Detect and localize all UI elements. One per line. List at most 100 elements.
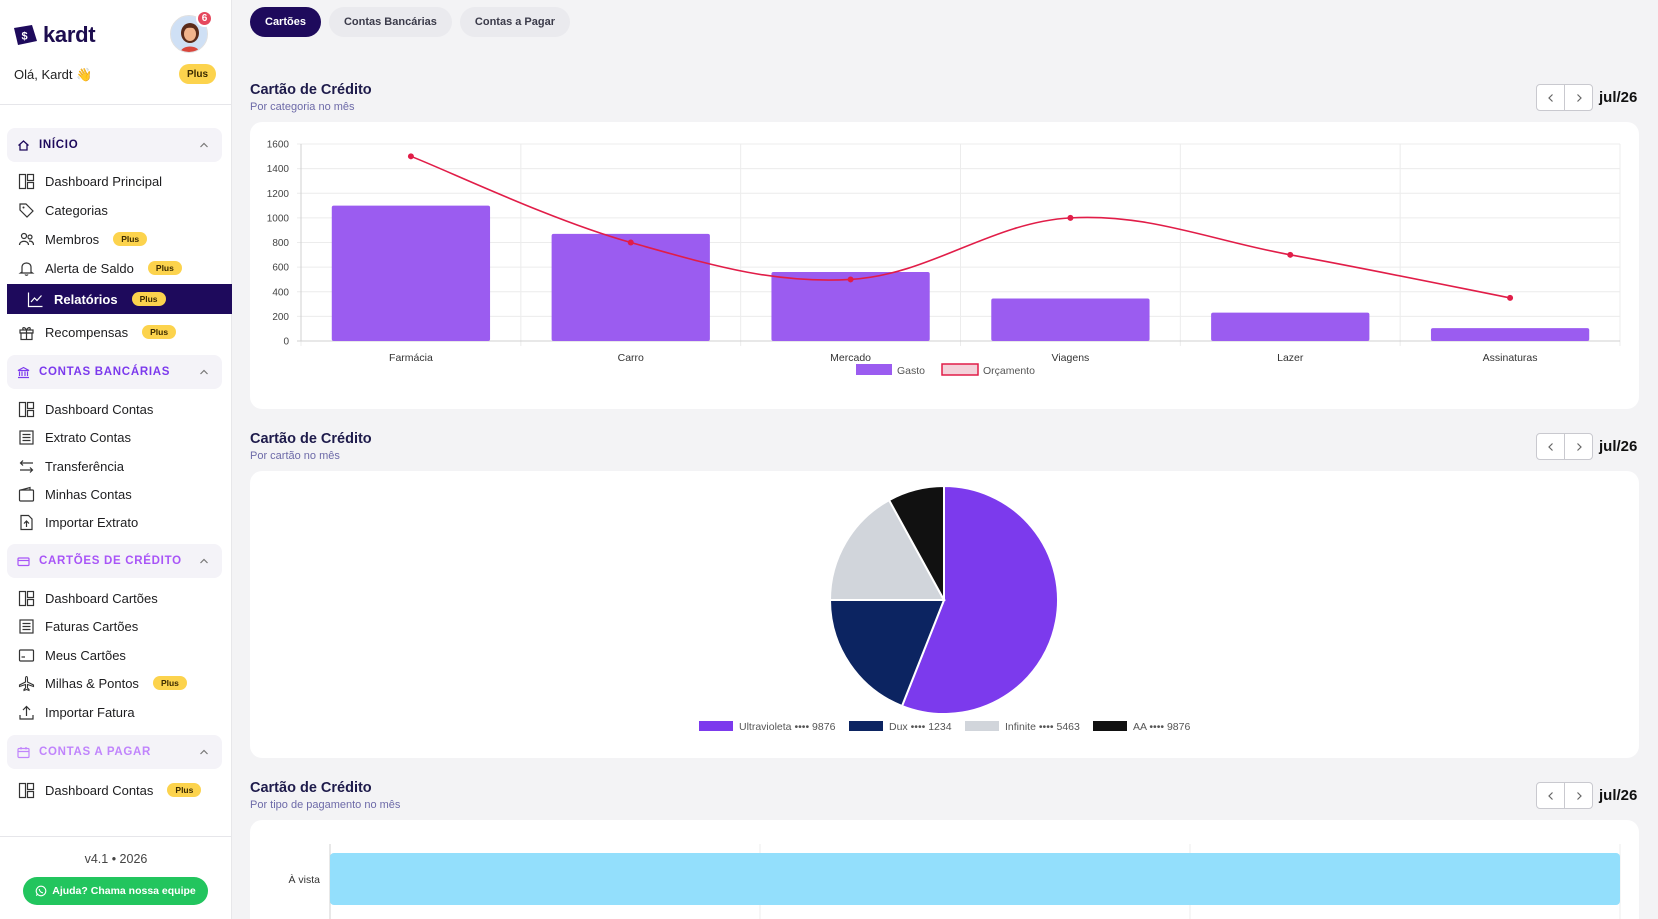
plus-badge: Plus <box>147 261 182 275</box>
legend-swatch-gasto <box>856 364 892 375</box>
sidebar-item-label: Transferência <box>45 458 124 474</box>
next-period-button[interactable] <box>1565 783 1592 808</box>
period-label: jul/26 <box>1599 89 1638 106</box>
sidebar-item-faturas-cartoes[interactable]: Faturas Cartões <box>7 612 232 640</box>
section-inicio[interactable]: INÍCIO <box>7 128 222 162</box>
section-contas-bancarias[interactable]: CONTAS BANCÁRIAS <box>7 355 222 389</box>
y-tick-label: 600 <box>272 263 289 274</box>
prev-period-button[interactable] <box>1537 783 1565 808</box>
y-tick-label: 1200 <box>267 189 290 200</box>
pie-chart: Ultravioleta •••• 9876 Dux •••• 1234 Infin… <box>699 484 1190 733</box>
sidebar-item-recompensas[interactable]: Recompensas Plus <box>7 318 232 346</box>
tab-contas-pagar[interactable]: Contas a Pagar <box>459 7 570 37</box>
legend-swatch <box>699 721 733 731</box>
x-tick-label: Viagens <box>1052 352 1090 364</box>
card-title: Cartão de Crédito <box>250 780 372 796</box>
sidebar: $ kardt 6 Olá, Kardt 👋 Plus INÍCIO Dashb… <box>0 0 232 919</box>
sidebar-item-transferencia[interactable]: Transferência <box>7 452 232 480</box>
sidebar-item-meus-cartoes[interactable]: Meus Cartões <box>7 641 232 669</box>
sidebar-item-categorias[interactable]: Categorias <box>7 196 232 224</box>
sidebar-item-extrato-contas[interactable]: Extrato Contas <box>7 423 232 451</box>
period-label: jul/26 <box>1599 787 1638 804</box>
sidebar-item-label: Extrato Contas <box>45 429 131 445</box>
section-label: CONTAS A PAGAR <box>39 746 152 758</box>
sidebar-item-label: Dashboard Contas <box>45 782 154 798</box>
bar-gasto <box>991 298 1150 341</box>
bar-gasto <box>771 272 930 341</box>
prev-period-button[interactable] <box>1537 434 1565 459</box>
card-subtitle: Por cartão no mês <box>250 450 340 462</box>
sidebar-item-label: Alerta de Saldo <box>45 260 134 276</box>
chart-panel-cartao: Ultravioleta •••• 9876 Dux •••• 1234 Infin… <box>250 471 1639 758</box>
plus-badge: Plus <box>113 232 148 246</box>
sidebar-item-dashboard-cartoes[interactable]: Dashboard Cartões <box>7 584 232 612</box>
legend-label: Ultravioleta •••• 9876 <box>739 721 836 733</box>
sidebar-item-label: Importar Fatura <box>45 704 135 720</box>
chevron-up-icon[interactable] <box>198 746 210 758</box>
horizontal-bar-chart: À vista <box>288 844 1621 919</box>
app-logo[interactable]: $ kardt <box>12 22 96 48</box>
plus-badge: Plus <box>152 676 187 690</box>
pie-slice <box>887 484 945 601</box>
chevron-up-icon[interactable] <box>198 366 210 378</box>
legend-swatch <box>1093 721 1127 731</box>
dashboard-icon <box>18 401 35 417</box>
pie-slice <box>828 599 946 708</box>
dashboard-icon <box>18 590 35 606</box>
tab-cartoes[interactable]: Cartões <box>250 7 321 37</box>
user-greeting: Olá, Kardt 👋 <box>14 67 92 83</box>
next-period-button[interactable] <box>1565 434 1592 459</box>
point-orcamento <box>627 239 634 246</box>
bar-pagamento <box>330 853 1620 905</box>
sidebar-item-dashboard-contas[interactable]: Dashboard Contas <box>7 395 232 423</box>
sidebar-item-alerta-saldo[interactable]: Alerta de Saldo Plus <box>7 254 232 282</box>
sidebar-item-dashboard-contas-pagar[interactable]: Dashboard Contas Plus <box>7 776 232 804</box>
tag-icon <box>19 202 34 218</box>
sidebar-item-importar-fatura[interactable]: Importar Fatura <box>7 698 232 726</box>
greeting-text: Olá, Kardt 👋 <box>14 67 93 82</box>
chevron-left-icon <box>1547 791 1553 800</box>
pie-slice <box>900 484 1059 715</box>
chevron-up-icon[interactable] <box>198 139 210 151</box>
credit-card-icon <box>17 556 30 566</box>
dashboard-icon <box>18 782 35 798</box>
sidebar-item-milhas-pontos[interactable]: Milhas & Pontos Plus <box>7 669 232 697</box>
file-upload-icon <box>20 514 33 530</box>
next-period-button[interactable] <box>1565 85 1592 110</box>
chevron-up-icon[interactable] <box>198 555 210 567</box>
x-tick-label: Mercado <box>830 352 871 364</box>
x-tick-label: Assinaturas <box>1483 352 1538 364</box>
bar-gasto <box>1430 328 1590 341</box>
chart-line-icon <box>27 292 43 307</box>
section-cartoes-credito[interactable]: CARTÕES DE CRÉDITO <box>7 544 222 578</box>
bar-gasto <box>1211 312 1370 341</box>
x-tick-label: Farmácia <box>389 352 433 364</box>
sidebar-item-membros[interactable]: Membros Plus <box>7 225 232 253</box>
notification-badge[interactable]: 6 <box>196 10 213 27</box>
sidebar-item-dashboard-principal[interactable]: Dashboard Principal <box>7 167 232 195</box>
tab-contas-bancarias[interactable]: Contas Bancárias <box>328 7 452 37</box>
sidebar-item-label: Importar Extrato <box>45 514 139 530</box>
sidebar-item-label: Milhas & Pontos <box>45 675 139 691</box>
x-tick-label: Carro <box>618 352 644 364</box>
section-contas-pagar[interactable]: CONTAS A PAGAR <box>7 735 222 769</box>
sidebar-item-label: Relatórios <box>54 291 118 307</box>
legend-label-orcamento: Orçamento <box>983 365 1035 377</box>
users-icon <box>18 232 35 245</box>
line-orcamento <box>410 155 1511 299</box>
prev-period-button[interactable] <box>1537 85 1565 110</box>
y-tick-label: 800 <box>272 238 289 249</box>
sidebar-item-label: Dashboard Principal <box>45 173 163 189</box>
point-orcamento <box>1287 251 1294 258</box>
chart-panel-pagamento: À vista <box>250 820 1639 919</box>
logo-icon: $ <box>14 25 37 45</box>
plan-badge[interactable]: Plus <box>179 64 216 84</box>
help-button[interactable]: Ajuda? Chama nossa equipe <box>23 877 208 905</box>
plus-badge: Plus <box>131 292 166 306</box>
sidebar-item-minhas-contas[interactable]: Minhas Contas <box>7 480 232 508</box>
sidebar-item-importar-extrato[interactable]: Importar Extrato <box>7 508 232 536</box>
pie-slice <box>828 498 946 601</box>
sidebar-item-relatorios[interactable]: Relatórios Plus <box>7 284 232 314</box>
chevron-left-icon <box>1547 442 1553 451</box>
point-orcamento <box>1507 294 1514 301</box>
